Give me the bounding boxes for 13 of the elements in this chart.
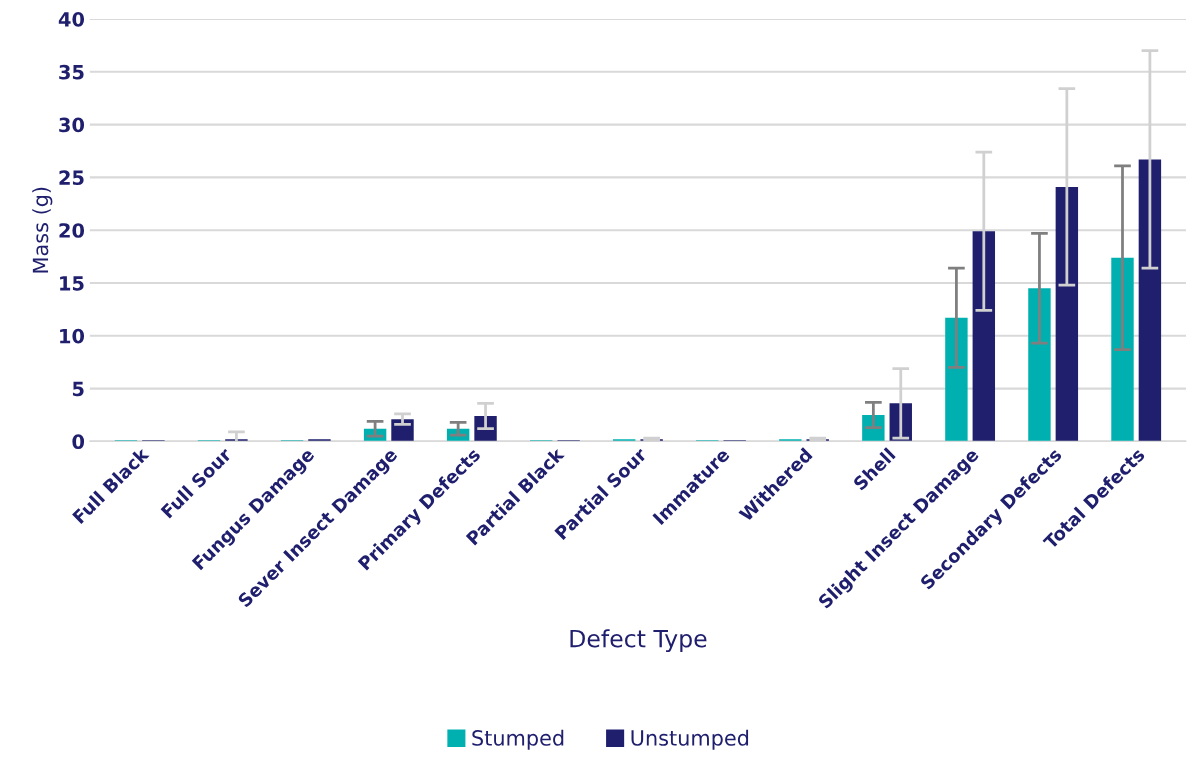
y-tick-label: 10	[60, 328, 85, 344]
y-tick-label: 40	[58, 11, 85, 27]
legend-label: Unstumped	[631, 729, 749, 750]
x-axis-title: Defect Type	[570, 629, 707, 653]
y-tick-label: 0	[72, 434, 85, 450]
legend-label: Stumped	[472, 729, 564, 750]
y-tick-label: 35	[59, 64, 84, 80]
y-tick-label: 15	[60, 276, 84, 291]
y-tick-label: 5	[72, 381, 84, 397]
y-tick-label: 20	[59, 223, 85, 238]
y-axis-title: Mass (g)	[32, 187, 53, 273]
y-tick-label: 30	[59, 117, 85, 133]
y-tick-label: 25	[59, 170, 84, 186]
